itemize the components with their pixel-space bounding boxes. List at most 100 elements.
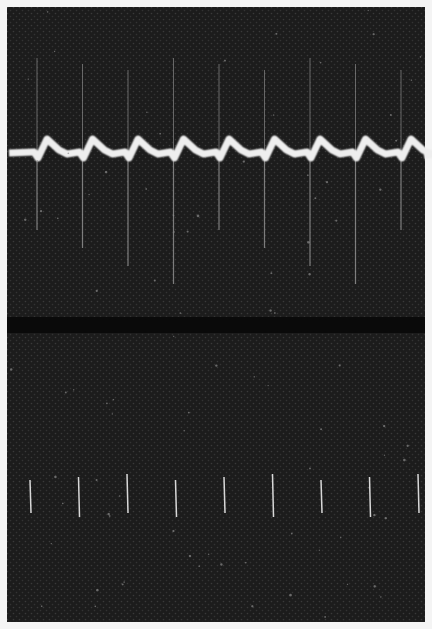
noise-speck <box>197 215 200 218</box>
noise-speck <box>215 364 217 366</box>
noise-speck <box>307 174 309 176</box>
noise-speck <box>96 290 98 292</box>
noise-speck <box>41 605 43 607</box>
noise-speck <box>275 33 277 35</box>
panel-divider <box>7 317 425 333</box>
noise-speck <box>88 194 89 195</box>
noise-speck <box>62 503 64 505</box>
noise-speck <box>368 10 369 11</box>
noise-speck <box>154 279 156 281</box>
noise-speck <box>385 517 387 519</box>
noise-speck <box>319 550 320 551</box>
noise-speck <box>208 554 209 555</box>
noise-speck <box>105 171 107 173</box>
noise-speck <box>112 413 113 414</box>
noise-speck <box>291 533 293 535</box>
noise-speck <box>373 33 375 35</box>
tick-spike <box>418 474 419 513</box>
noise-speck <box>122 583 124 585</box>
noise-speck <box>268 385 269 386</box>
noise-speck <box>254 376 255 377</box>
noise-speck <box>146 112 147 113</box>
upper-panel <box>7 7 425 321</box>
noise-speck <box>180 312 182 314</box>
noise-speck <box>373 585 375 587</box>
noise-speck <box>373 514 375 516</box>
noise-speck <box>106 403 108 405</box>
noise-speck <box>173 215 175 217</box>
noise-speck <box>339 364 341 366</box>
tick-spike <box>321 480 322 513</box>
noise-speck <box>274 312 276 314</box>
noise-speck <box>95 606 97 608</box>
noise-speck <box>119 495 121 497</box>
tick-spike <box>79 477 80 517</box>
noise-speck <box>340 537 341 538</box>
noise-speck <box>73 389 74 390</box>
noise-speck <box>403 459 406 462</box>
noise-speck <box>379 188 381 190</box>
noise-speck <box>65 392 67 394</box>
noise-speck <box>173 231 175 233</box>
tick-spike <box>30 480 31 513</box>
noise-speck <box>420 56 422 58</box>
noise-speck <box>189 555 191 557</box>
noise-speck <box>270 272 272 274</box>
noise-speck <box>224 60 226 62</box>
noise-speck <box>347 584 348 585</box>
noise-speck <box>54 476 56 478</box>
noise-speck <box>172 530 174 532</box>
noise-speck <box>145 188 147 190</box>
noise-speck <box>308 273 310 275</box>
noise-speck <box>24 219 26 221</box>
oscilloscope-photo <box>0 0 432 629</box>
noise-speck <box>314 197 316 199</box>
noise-speck <box>383 425 385 427</box>
noise-speck <box>183 430 184 431</box>
noise-speck <box>307 241 309 243</box>
noise-speck <box>47 11 49 13</box>
noise-speck <box>107 513 109 515</box>
noise-speck <box>380 596 381 597</box>
noise-speck <box>220 563 222 565</box>
noise-speck <box>187 231 189 233</box>
noise-speck <box>113 399 115 401</box>
noise-speck <box>335 220 337 222</box>
noise-speck <box>54 51 55 52</box>
noise-speck <box>411 79 412 80</box>
noise-speck <box>309 467 311 469</box>
noise-speck <box>273 114 274 115</box>
noise-speck <box>57 217 59 219</box>
noise-speck <box>67 152 69 154</box>
noise-speck <box>198 565 200 567</box>
page: (() => { const data = JSON.parse(documen… <box>0 0 432 629</box>
tick-spike <box>370 477 371 517</box>
noise-speck <box>37 160 38 161</box>
tick-spike <box>224 477 225 513</box>
noise-speck <box>188 412 190 414</box>
noise-speck <box>96 589 99 592</box>
tick-spike <box>127 474 128 513</box>
noise-speck <box>326 181 328 183</box>
lower-panel <box>7 333 425 622</box>
noise-speck <box>109 515 111 517</box>
noise-speck <box>320 62 322 64</box>
noise-speck <box>269 309 271 311</box>
tick-spike <box>176 480 177 517</box>
noise-speck <box>395 140 397 142</box>
noise-speck <box>324 616 326 618</box>
noise-speck <box>390 114 392 116</box>
noise-speck <box>251 605 253 607</box>
noise-speck <box>123 581 124 582</box>
noise-speck <box>96 479 98 481</box>
noise-speck <box>40 210 42 212</box>
noise-speck <box>407 445 409 447</box>
noise-speck <box>51 543 52 544</box>
noise-speck <box>28 78 29 79</box>
noise-speck <box>320 428 322 430</box>
noise-speck <box>243 160 245 162</box>
noise-speck <box>384 455 385 456</box>
noise-speck <box>10 368 12 370</box>
noise-speck <box>159 133 161 135</box>
tick-spike <box>273 474 274 517</box>
